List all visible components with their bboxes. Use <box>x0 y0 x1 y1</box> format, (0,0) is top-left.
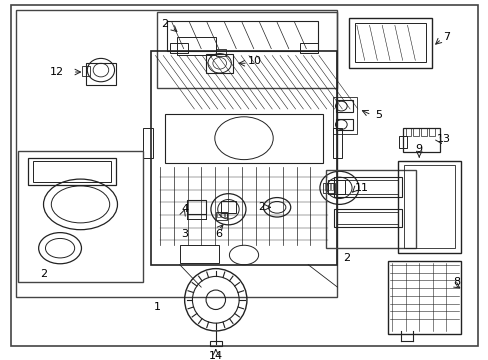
Text: 2: 2 <box>40 270 47 279</box>
Bar <box>335 100 352 112</box>
Text: 7: 7 <box>442 32 449 42</box>
Bar <box>412 129 418 136</box>
Bar <box>335 119 352 130</box>
Bar <box>28 158 115 185</box>
Bar <box>397 161 460 253</box>
Bar <box>327 183 329 190</box>
Text: 4: 4 <box>181 204 188 214</box>
Bar <box>402 129 439 152</box>
Bar <box>82 66 90 76</box>
Bar <box>332 129 342 158</box>
Text: 2: 2 <box>258 202 264 212</box>
Bar <box>330 183 332 190</box>
Bar <box>420 129 426 136</box>
Bar <box>16 10 337 297</box>
Bar <box>398 136 406 148</box>
Bar <box>167 21 317 51</box>
Bar <box>333 177 401 197</box>
Bar <box>220 202 236 213</box>
Bar <box>18 151 142 282</box>
Bar <box>216 212 219 217</box>
Bar <box>332 97 356 134</box>
Text: 12: 12 <box>50 67 64 77</box>
Bar <box>324 183 326 190</box>
Bar <box>209 341 221 346</box>
Bar <box>165 114 322 162</box>
Bar <box>180 245 218 263</box>
Bar <box>405 129 410 136</box>
Bar <box>215 49 225 57</box>
Text: 2: 2 <box>162 19 168 29</box>
Bar <box>387 261 460 334</box>
Text: 11: 11 <box>354 183 368 193</box>
Bar <box>142 129 152 158</box>
Text: 2: 2 <box>343 253 350 263</box>
Bar <box>428 129 434 136</box>
Text: 10: 10 <box>247 56 261 66</box>
Text: 13: 13 <box>436 134 449 144</box>
Bar <box>337 180 397 194</box>
Bar <box>224 212 227 217</box>
Bar <box>348 18 431 68</box>
Bar <box>86 63 115 85</box>
Text: 6: 6 <box>215 229 222 239</box>
Bar <box>337 212 397 224</box>
Bar <box>150 51 337 265</box>
Bar <box>177 37 215 54</box>
Text: 1: 1 <box>154 302 161 312</box>
Text: 5: 5 <box>374 110 381 120</box>
Text: 3: 3 <box>181 229 188 239</box>
Bar <box>327 180 345 194</box>
Bar <box>403 166 454 248</box>
Bar <box>157 12 337 87</box>
Bar <box>215 212 227 220</box>
Bar <box>300 43 317 53</box>
Bar <box>33 161 110 182</box>
Bar <box>325 170 415 248</box>
Bar <box>220 212 223 217</box>
Text: 8: 8 <box>453 277 460 287</box>
Text: 14: 14 <box>208 351 223 360</box>
Bar <box>322 183 334 193</box>
Bar <box>170 43 187 53</box>
Bar <box>333 209 401 227</box>
Bar <box>186 199 205 214</box>
Bar <box>354 23 425 62</box>
Bar <box>205 54 233 73</box>
Text: 9: 9 <box>415 144 422 154</box>
